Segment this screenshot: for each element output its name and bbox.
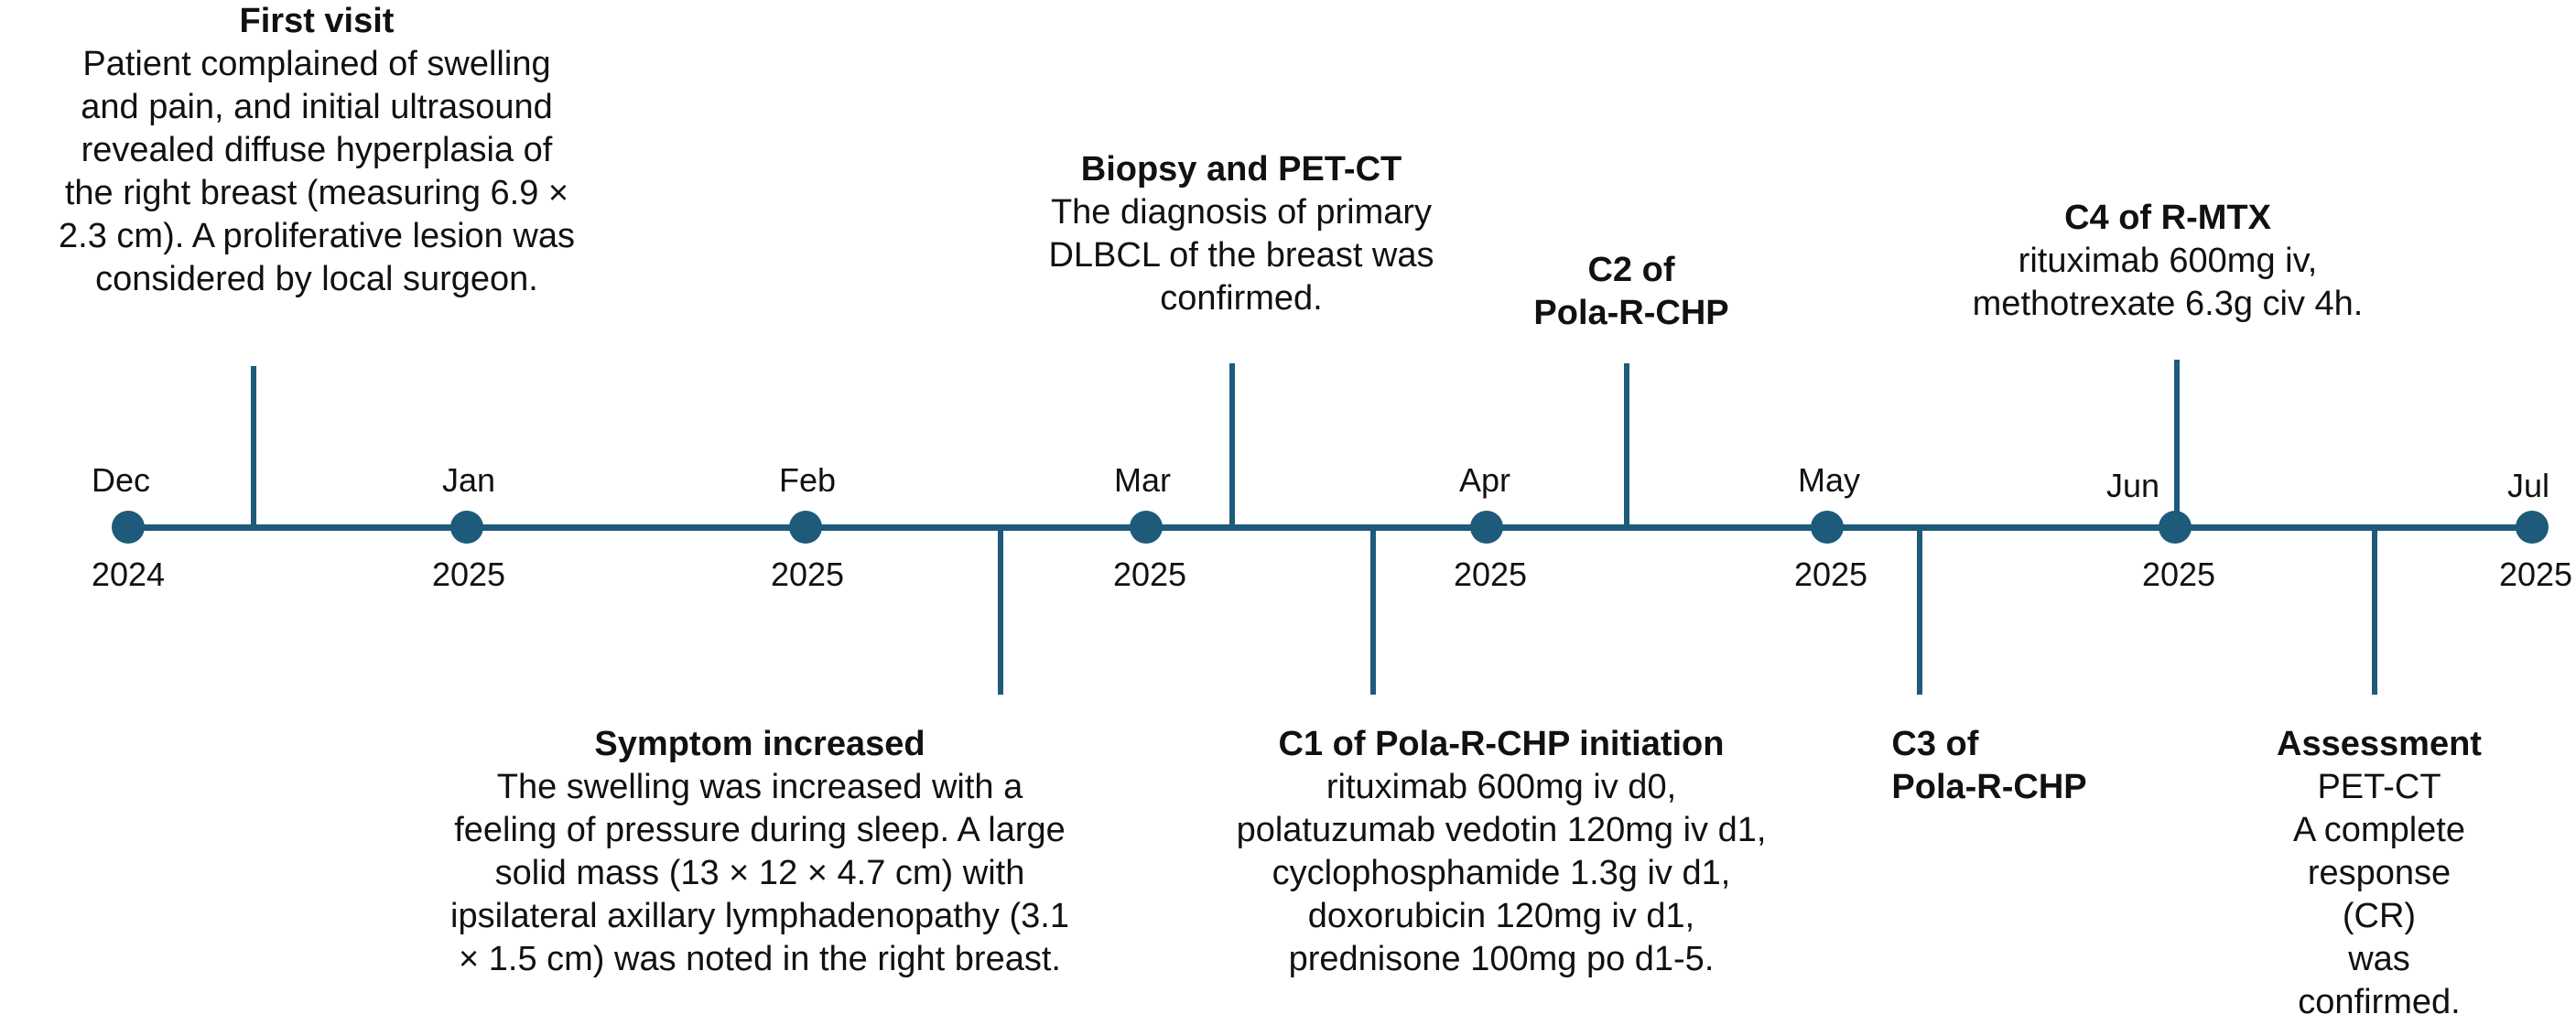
event-biopsy: Biopsy and PET-CT The diagnosis of prima… [1048, 148, 1434, 320]
month-label: Dec [91, 461, 151, 499]
event-line-first-visit [251, 366, 256, 529]
event-body: Patient complained of swelling and pain,… [59, 45, 575, 298]
event-line-c2 [1624, 363, 1629, 529]
event-line-biopsy [1229, 363, 1235, 529]
event-title: First visit [239, 2, 395, 40]
month-label: Feb [778, 461, 837, 499]
event-title: Symptom increased [594, 725, 925, 763]
event-line-symptom-increased [998, 527, 1003, 695]
year-label: 2025 [1793, 556, 1868, 593]
event-line-c1 [1370, 527, 1376, 695]
month-label: Mar [1114, 461, 1171, 499]
event-title: C2 of Pola-R-CHP [1533, 251, 1729, 332]
event-title: C3 of Pola-R-CHP [1891, 725, 2087, 806]
month-dot-jan-2025 [450, 511, 483, 544]
event-c3: C3 of Pola-R-CHP [1891, 723, 2086, 809]
event-title: Biopsy and PET-CT [1080, 150, 1402, 189]
event-body: rituximab 600mg iv, methotrexate 6.3g ci… [1972, 242, 2364, 323]
event-title: Assessment [2277, 725, 2482, 763]
month-dot-jul-2025 [2516, 511, 2549, 544]
event-body: PET-CT A complete response (CR) was conf… [2293, 768, 2465, 1021]
event-body: The swelling was increased with a feelin… [450, 768, 1069, 978]
event-symptom-increased: Symptom increased The swelling was incre… [450, 723, 1069, 981]
month-dot-dec-2024 [112, 511, 145, 544]
month-dot-mar-2025 [1130, 511, 1163, 544]
event-body: The diagnosis of primary DLBCL of the br… [1048, 193, 1434, 318]
year-label: 2025 [431, 556, 506, 593]
year-label: 2024 [91, 556, 166, 593]
month-label: Jun [2105, 467, 2160, 504]
event-assessment: Assessment PET-CT A complete response (C… [2277, 723, 2482, 1024]
month-label: Jul [2506, 467, 2550, 504]
month-dot-apr-2025 [1470, 511, 1503, 544]
year-label: 2025 [1112, 556, 1187, 593]
month-label: Jan [441, 461, 496, 499]
event-c4: C4 of R-MTX rituximab 600mg iv, methotre… [1973, 197, 2364, 326]
event-c1: C1 of Pola-R-CHP initiation rituximab 60… [1237, 723, 1767, 981]
year-label: 2025 [1453, 556, 1528, 593]
month-dot-may-2025 [1811, 511, 1844, 544]
month-label: Apr [1458, 461, 1511, 499]
year-label: 2025 [770, 556, 845, 593]
event-title: C1 of Pola-R-CHP initiation [1278, 725, 1725, 763]
month-label: May [1797, 461, 1861, 499]
event-body: rituximab 600mg iv d0, polatuzumab vedot… [1236, 768, 1767, 978]
year-label: 2025 [2498, 556, 2573, 593]
event-line-c4 [2174, 360, 2180, 529]
event-first-visit: First visit Patient complained of swelli… [59, 0, 575, 301]
event-c2: C2 of Pola-R-CHP [1533, 249, 1728, 335]
event-title: C4 of R-MTX [2064, 199, 2271, 237]
event-line-assessment [2372, 527, 2377, 695]
month-dot-feb-2025 [789, 511, 822, 544]
timeline-axis [128, 524, 2545, 531]
event-line-c3 [1917, 527, 1922, 695]
year-label: 2025 [2141, 556, 2216, 593]
